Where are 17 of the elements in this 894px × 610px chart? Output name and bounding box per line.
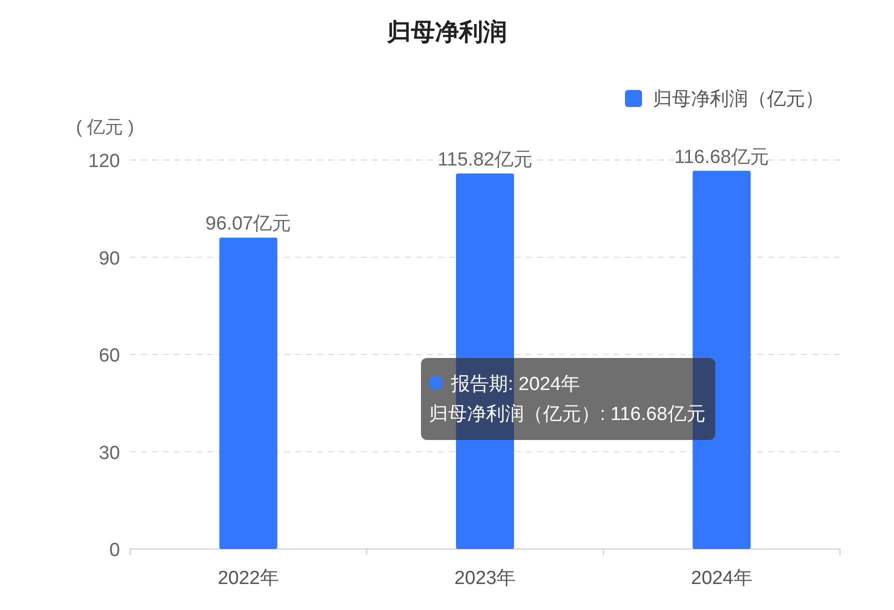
x-tick-label: 2023年 xyxy=(454,568,516,589)
annotation: 报告期: 2024年 xyxy=(450,374,580,395)
chart-title: 归母净利润 xyxy=(386,19,507,46)
y-tick-label: 90 xyxy=(98,248,120,270)
y-tick-label: 60 xyxy=(98,346,120,366)
y-axis-title: ( 亿元 ) xyxy=(76,117,134,137)
y-tick-label: 120 xyxy=(88,151,120,172)
y-tick-label: 30 xyxy=(98,442,120,464)
bar xyxy=(219,238,278,549)
annotation: 归母净利润（亿元）: 116.68亿元 xyxy=(429,403,706,425)
data-label: 96.07亿元 xyxy=(206,214,292,235)
legend-label: 归母净利润（亿元） xyxy=(653,88,824,110)
y-tick-label: 0 xyxy=(109,540,120,561)
data-label: 115.82亿元 xyxy=(438,150,532,171)
x-tick-label: 2024年 xyxy=(691,568,752,589)
data-label: 116.68亿元 xyxy=(674,146,770,168)
x-tick-label: 2022年 xyxy=(218,568,279,589)
